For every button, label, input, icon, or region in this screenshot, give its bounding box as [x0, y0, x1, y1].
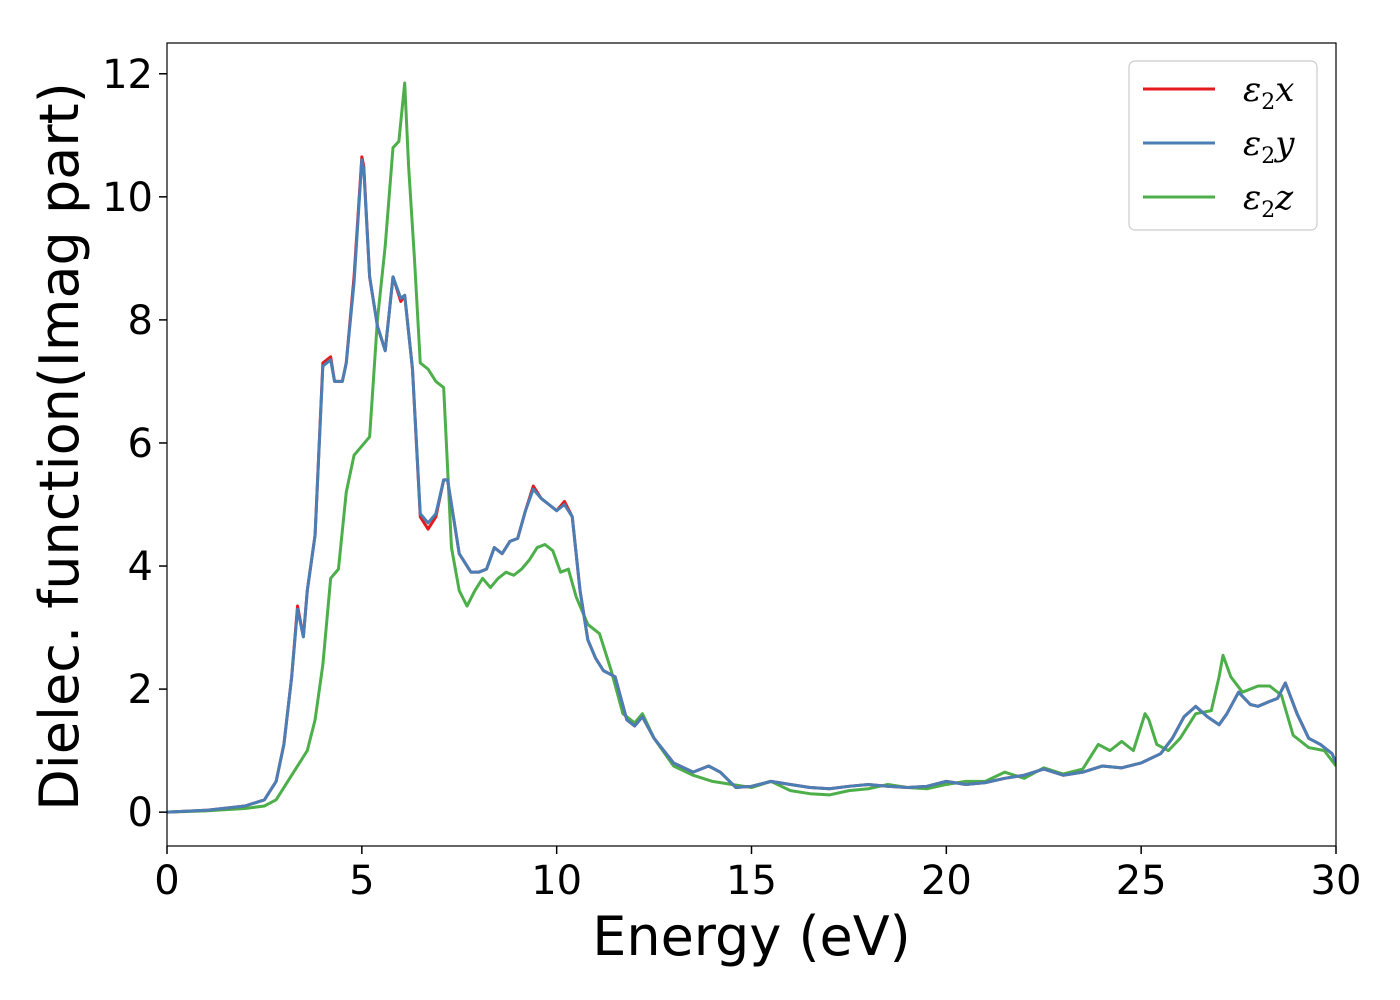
- x-tick-label: 25: [1116, 858, 1167, 904]
- legend-label-sub: 2: [1261, 90, 1275, 115]
- legend-label-sub: 2: [1261, 144, 1275, 169]
- series-layer: [167, 81, 1336, 814]
- y-tick-label: 12: [102, 52, 153, 98]
- x-tick-label: 10: [531, 858, 582, 904]
- y-tick-label: 0: [128, 790, 153, 836]
- x-tick-label: 5: [349, 858, 374, 904]
- legend-label-main: ε: [1243, 178, 1261, 218]
- y-tick-label: 8: [128, 298, 153, 344]
- y-tick-label: 10: [102, 175, 153, 221]
- legend-label-sub: 2: [1261, 198, 1275, 223]
- series-line-x: [167, 155, 1336, 814]
- x-tick-label: 15: [726, 858, 777, 904]
- y-tick-label: 4: [128, 544, 153, 590]
- legend-box: [1128, 60, 1318, 231]
- legend-label-main: ε: [1243, 70, 1261, 110]
- series-line-y: [167, 158, 1336, 814]
- x-axis-label: Energy (eV): [592, 905, 911, 968]
- y-tick-label: 2: [128, 667, 153, 713]
- legend-label: ε2x: [1243, 70, 1294, 115]
- legend-label-tail: z: [1274, 178, 1294, 218]
- legend-label: ε2z: [1243, 178, 1294, 223]
- x-tick-label: 30: [1311, 858, 1362, 904]
- x-tick-label: 0: [154, 858, 179, 904]
- series-line-z: [167, 81, 1336, 814]
- y-axis-label: Dielec. function(Imag part): [28, 82, 91, 811]
- y-tick-label: 6: [128, 421, 153, 467]
- legend-label-tail: x: [1275, 70, 1294, 110]
- ticks-layer: 0 5 10 15 20 25 30 0 2 4 6 8 10 12: [102, 52, 1361, 904]
- legend-label-main: ε: [1243, 124, 1261, 164]
- legend-label: ε2y: [1243, 124, 1295, 169]
- legend-label-tail: y: [1273, 124, 1295, 164]
- x-tick-label: 20: [921, 858, 972, 904]
